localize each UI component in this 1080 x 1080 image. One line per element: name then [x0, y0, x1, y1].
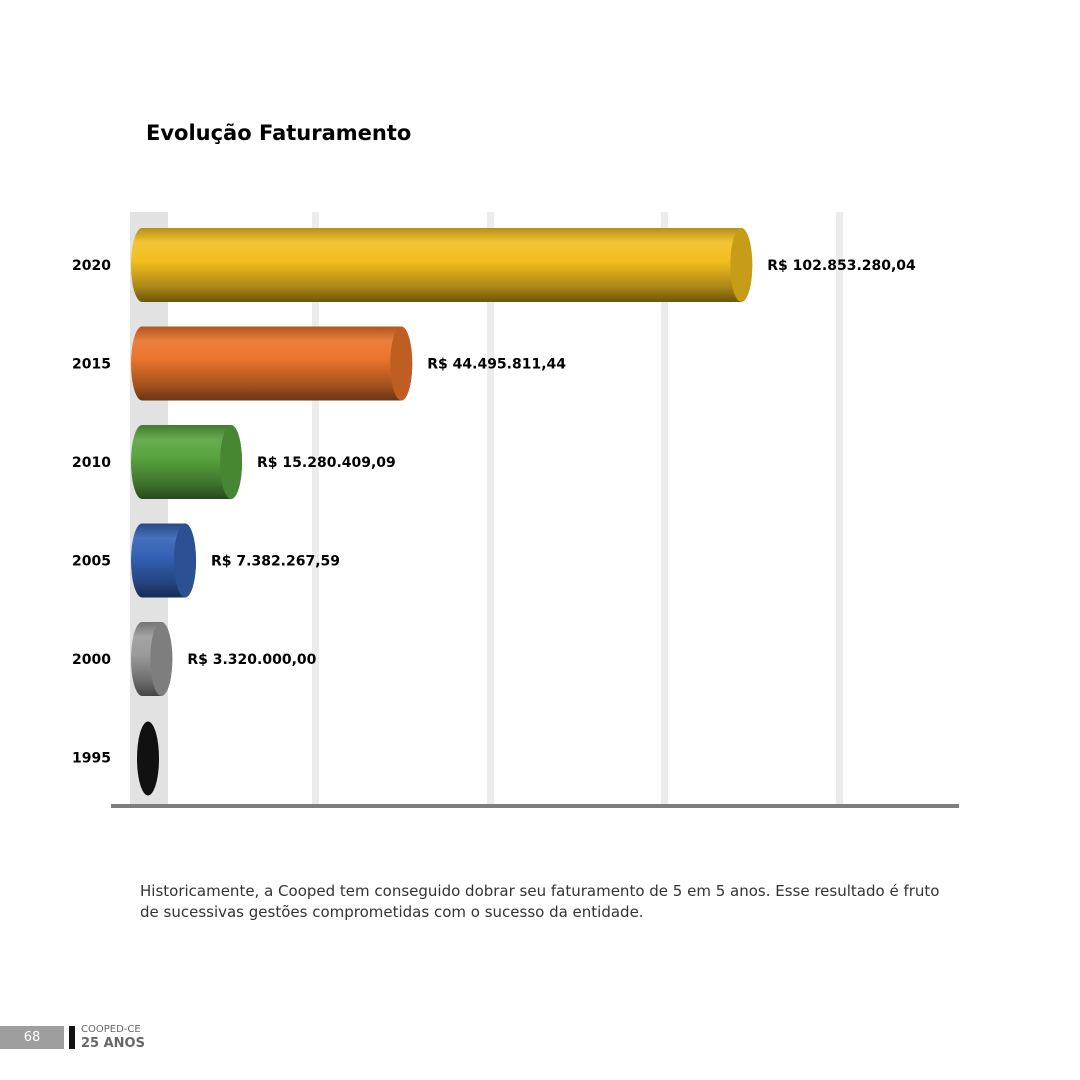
y-tick-label-2005: 2005	[72, 554, 111, 570]
footer-divider	[69, 1026, 75, 1049]
footer-org-name: COOPED-CE	[81, 1024, 141, 1035]
value-label-2000: R$ 3.320.000,00	[187, 652, 316, 668]
bar-cap-2015	[390, 326, 413, 401]
x-axis-line	[111, 804, 959, 808]
value-label-2010: R$ 15.280.409,09	[257, 455, 396, 471]
gridline	[661, 212, 668, 805]
bar-cap-2000	[150, 622, 173, 696]
footer-anniversary: 25 ANOS	[81, 1036, 145, 1051]
value-label-2020: R$ 102.853.280,04	[767, 258, 916, 274]
page-number: 68	[0, 1026, 64, 1049]
chart-labels: 2020 R$ 102.853.280,04 2015 R$ 44.495.811,4…	[72, 258, 916, 767]
bar-2020	[131, 228, 753, 303]
gridline	[836, 212, 843, 805]
y-tick-label-2015: 2015	[72, 357, 111, 373]
value-label-2015: R$ 44.495.811,44	[427, 357, 566, 373]
gridline	[487, 212, 494, 805]
bar-cap-2020	[730, 228, 753, 302]
y-tick-label-2020: 2020	[72, 258, 111, 274]
y-tick-label-2000: 2000	[72, 652, 111, 668]
y-tick-label-1995: 1995	[72, 751, 111, 767]
bar-cap-2010	[220, 425, 243, 499]
y-tick-label-2010: 2010	[72, 455, 111, 471]
bar-2015	[131, 326, 413, 401]
gridline	[312, 212, 319, 805]
chart-bars	[131, 228, 753, 796]
chart-caption: Historicamente, a Cooped tem conseguido …	[140, 882, 940, 921]
bar-1995	[137, 721, 159, 796]
value-label-2005: R$ 7.382.267,59	[211, 554, 340, 570]
bar-2010	[131, 425, 243, 499]
chart-back-wall	[130, 212, 168, 805]
chart-gridlines	[111, 212, 959, 808]
chart-title: Evolução Faturamento	[146, 121, 412, 145]
bar-cap-2005	[174, 523, 197, 598]
